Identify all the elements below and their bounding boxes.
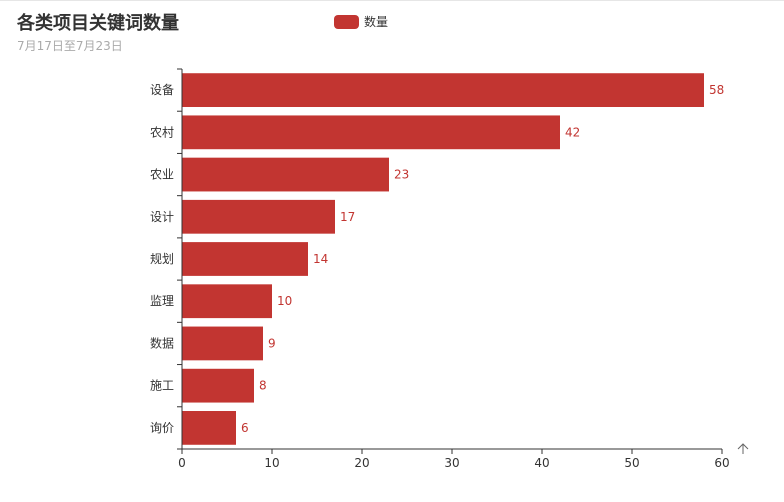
y-tick-label-农村: 农村 (150, 125, 174, 139)
y-tick-label-数据: 数据 (150, 335, 174, 350)
data-label-询价: 6 (241, 421, 249, 435)
y-tick-label-规划: 规划 (150, 251, 174, 266)
legend-item[interactable]: 数量 (334, 13, 388, 30)
chart-title: 各类项目关键词数量 (17, 13, 179, 34)
bar-农业 (182, 157, 389, 192)
bar-询价 (182, 411, 236, 445)
bar-施工 (182, 368, 254, 403)
bar-农村 (182, 115, 560, 150)
x-tick-label-60: 60 (714, 456, 729, 470)
y-tick-label-设备: 设备 (150, 83, 174, 97)
bar-监理 (182, 284, 272, 319)
data-label-数据: 9 (268, 336, 276, 350)
data-label-规划: 14 (313, 252, 328, 266)
legend-label: 数量 (364, 15, 389, 29)
y-tick-label-施工: 施工 (150, 379, 174, 393)
data-label-监理: 10 (277, 294, 292, 308)
bar-数据 (182, 326, 263, 361)
x-tick-label-20: 20 (354, 456, 369, 470)
x-tick-label-0: 0 (178, 456, 186, 470)
y-tick-label-监理: 监理 (150, 294, 174, 308)
chart-subtitle: 7月17日至7月23日 (17, 39, 123, 53)
x-tick-label-30: 30 (444, 456, 459, 470)
data-label-设备: 58 (709, 83, 724, 97)
bar-规划 (182, 242, 308, 276)
y-tick-label-询价: 询价 (150, 421, 174, 435)
legend-swatch (334, 14, 359, 29)
data-label-农业: 23 (394, 168, 409, 182)
x-tick-label-10: 10 (264, 456, 279, 470)
bar-设备 (182, 73, 704, 107)
y-tick-label-农业: 农业 (150, 168, 174, 182)
arrow-up-icon[interactable] (735, 440, 751, 456)
x-tick-label-50: 50 (624, 456, 639, 470)
data-label-设计: 17 (340, 210, 355, 224)
data-label-施工: 8 (259, 379, 267, 393)
y-tick-label-设计: 设计 (150, 210, 174, 224)
bar-设计 (182, 199, 335, 234)
top-divider (0, 0, 784, 1)
data-label-农村: 42 (565, 125, 580, 139)
x-tick-label-40: 40 (534, 456, 549, 470)
